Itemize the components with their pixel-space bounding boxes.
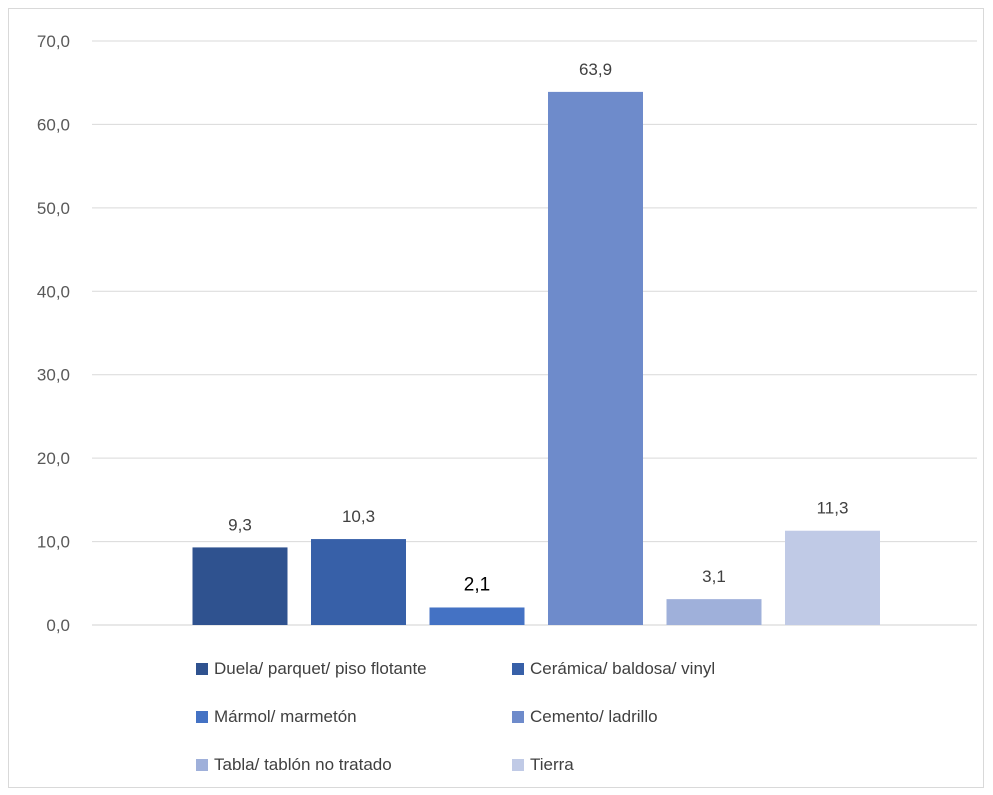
legend-label-tabla: Tabla/ tablón no tratado <box>214 755 392 774</box>
y-tick-label: 30,0 <box>37 366 70 385</box>
legend-item-tierra: Tierra <box>512 751 812 779</box>
data-label: 63,9 <box>579 60 612 79</box>
y-tick-label: 0,0 <box>46 616 70 635</box>
legend-label-marmol: Mármol/ marmetón <box>214 707 357 726</box>
y-axis-ticks: 0,0 10,0 20,0 30,0 40,0 50,0 60,0 70,0 <box>37 32 70 635</box>
legend-swatch-marmol <box>196 711 208 723</box>
legend-swatch-ceramica <box>512 663 524 675</box>
legend-item-tabla: Tabla/ tablón no tratado <box>196 751 506 779</box>
bar <box>311 539 406 625</box>
legend-item-ceramica: Cerámica/ baldosa/ vinyl <box>512 655 812 683</box>
bar <box>192 547 288 625</box>
legend-swatch-tabla <box>196 759 208 771</box>
bar <box>785 530 880 625</box>
y-tick-label: 10,0 <box>37 533 70 552</box>
y-tick-label: 60,0 <box>37 115 70 134</box>
data-label: 9,3 <box>228 515 252 534</box>
legend-swatch-duela <box>196 663 208 675</box>
legend-label-duela: Duela/ parquet/ piso flotante <box>214 659 427 678</box>
legend-item-marmol: Mármol/ marmetón <box>196 703 506 731</box>
y-tick-label: 40,0 <box>37 282 70 301</box>
bar <box>548 91 643 626</box>
legend-item-duela: Duela/ parquet/ piso flotante <box>196 655 506 683</box>
legend-swatch-cemento <box>512 711 524 723</box>
y-tick-label: 20,0 <box>37 449 70 468</box>
data-label: 3,1 <box>702 567 726 586</box>
data-label: 10,3 <box>342 507 375 526</box>
data-label: 2,1 <box>464 574 490 595</box>
bar <box>429 607 525 625</box>
y-tick-label: 70,0 <box>37 32 70 51</box>
legend-label-cemento: Cemento/ ladrillo <box>530 707 658 726</box>
y-tick-label: 50,0 <box>37 199 70 218</box>
data-label: 11,3 <box>817 499 849 518</box>
legend-item-cemento: Cemento/ ladrillo <box>512 703 812 731</box>
bar <box>666 599 762 625</box>
legend-swatch-tierra <box>512 759 524 771</box>
legend-label-tierra: Tierra <box>530 755 574 774</box>
legend-label-ceramica: Cerámica/ baldosa/ vinyl <box>530 659 716 678</box>
bars <box>192 91 880 626</box>
data-labels: 9,3 10,3 2,1 63,9 3,1 11,3 <box>228 60 848 596</box>
chart-frame <box>8 8 984 788</box>
legend: Duela/ parquet/ piso flotante Cerámica/ … <box>196 655 836 779</box>
